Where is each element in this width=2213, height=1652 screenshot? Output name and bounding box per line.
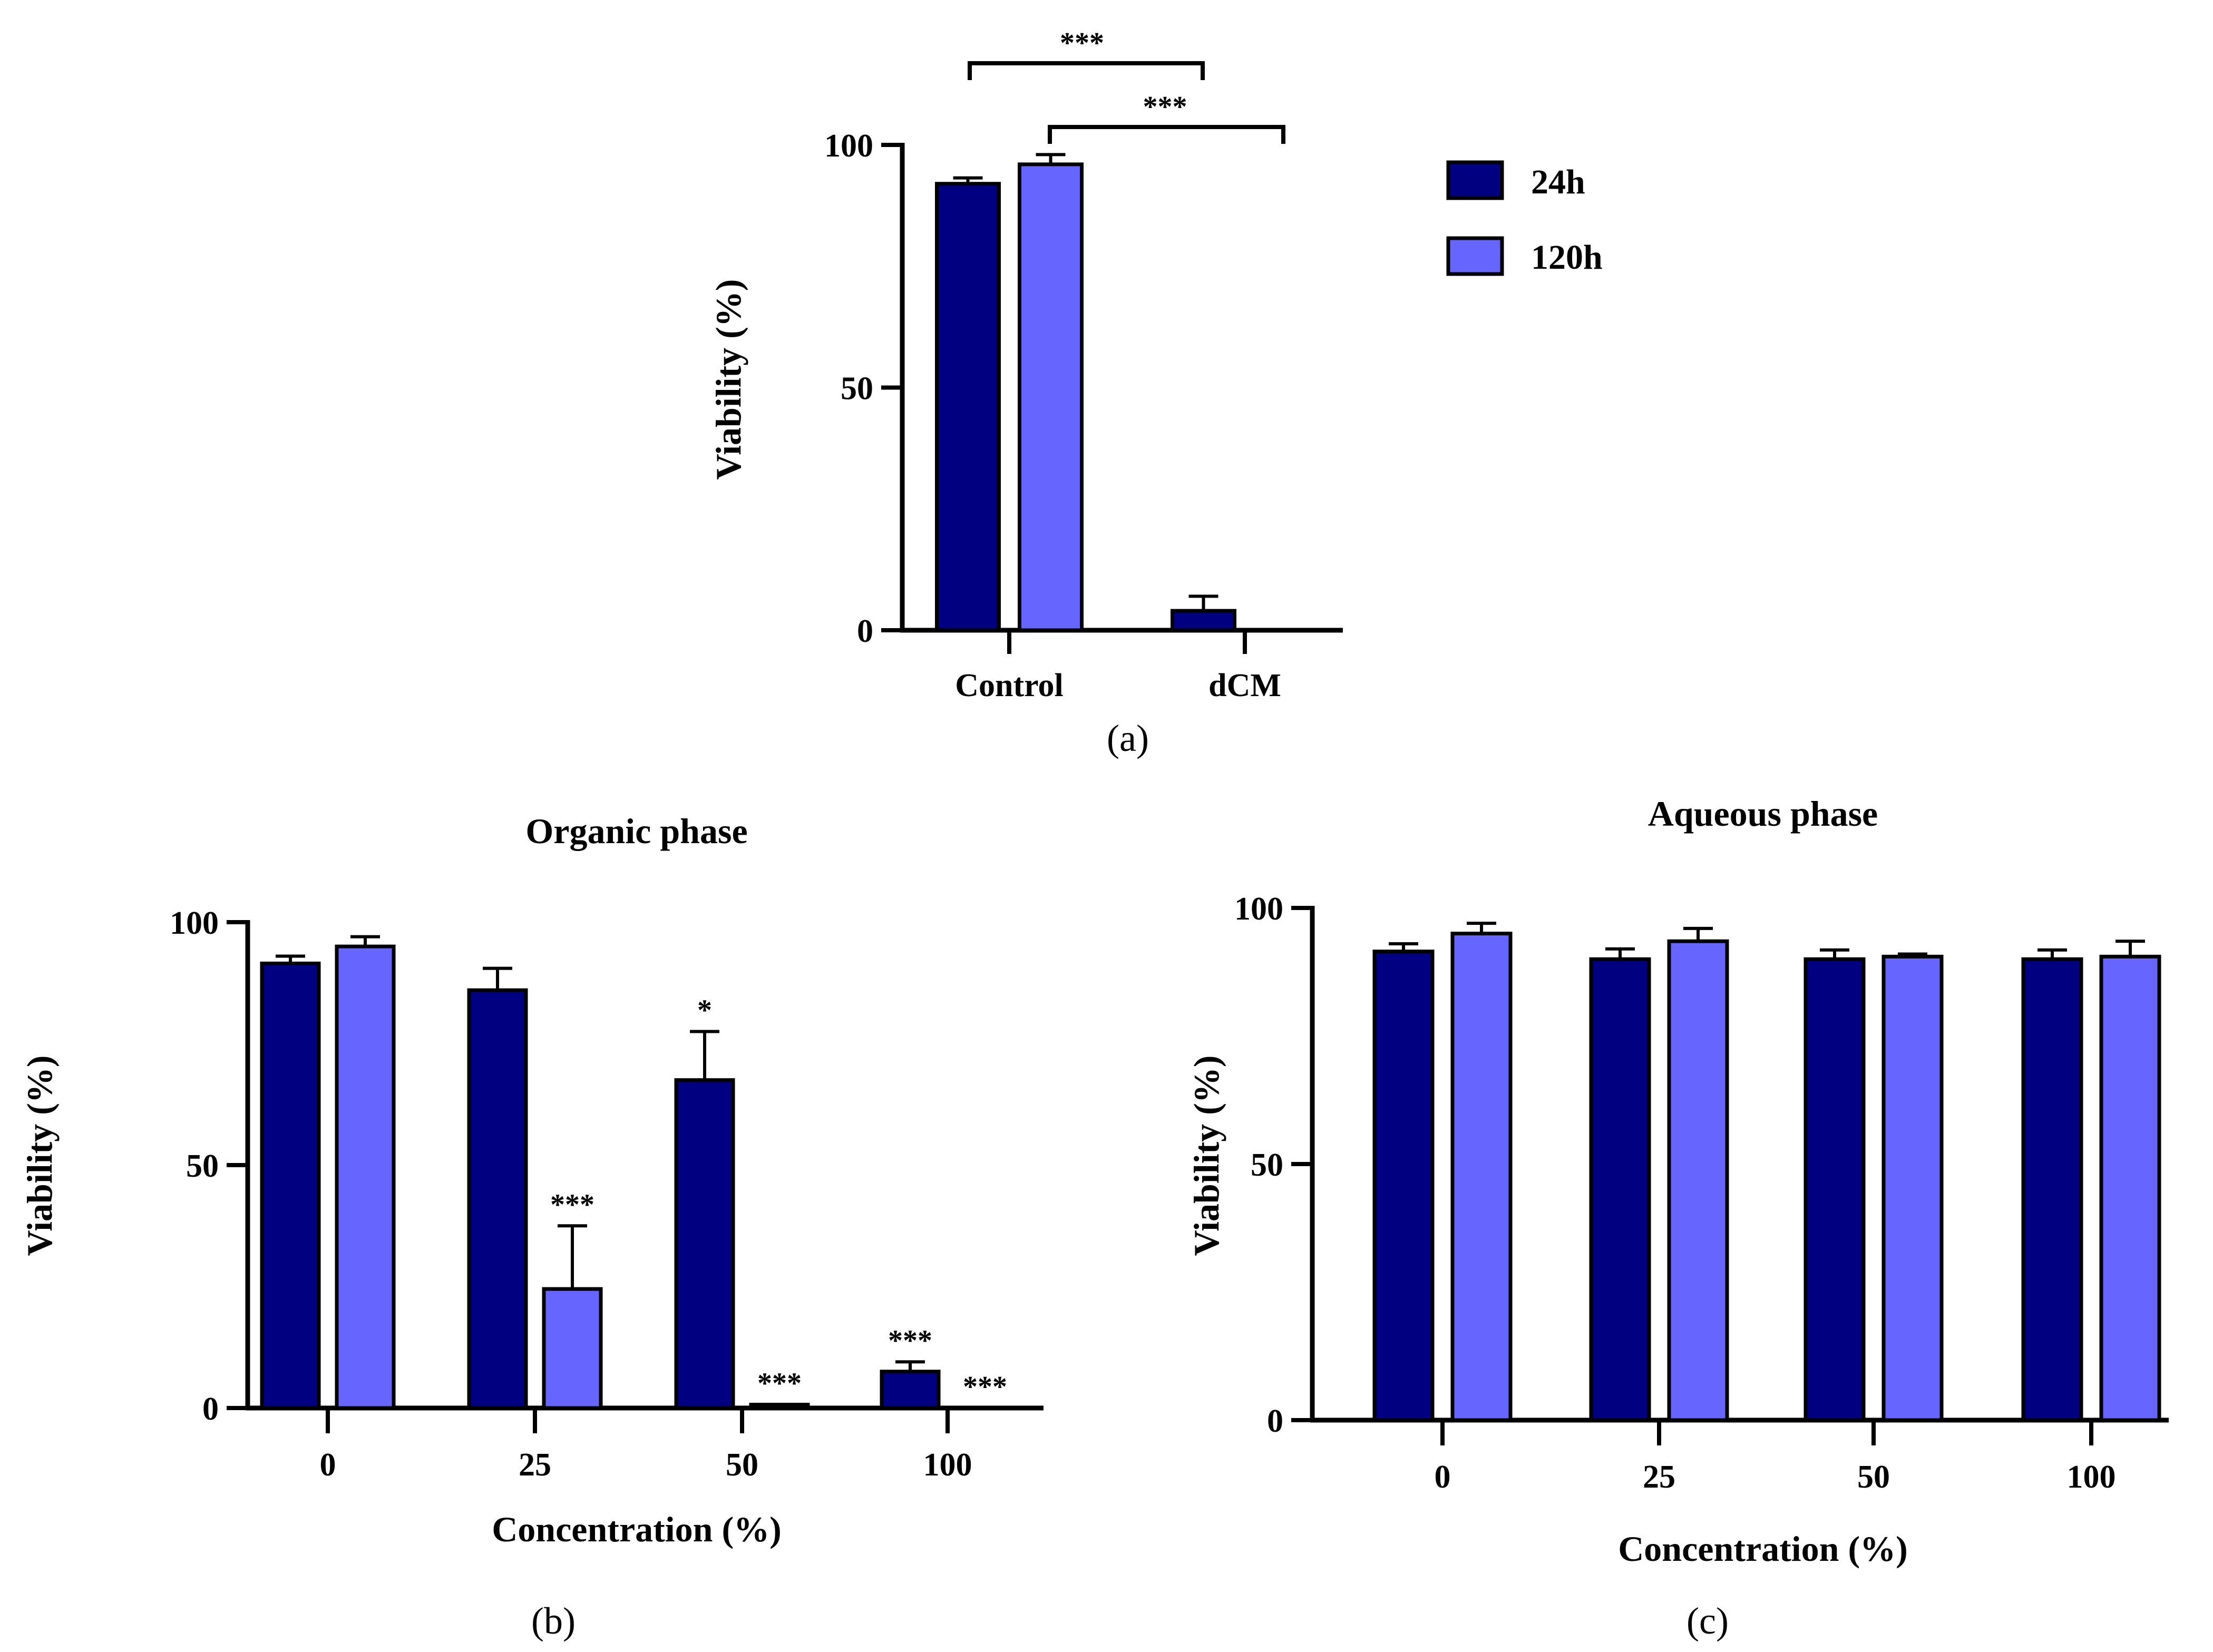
panel-c-category-label-100: 100 bbox=[2067, 1459, 2116, 1495]
panel-b-bar-25-24h bbox=[467, 988, 528, 1410]
panel-a-bracket-label-1: *** bbox=[1060, 27, 1104, 60]
panel-c-bar-50-24h bbox=[1803, 957, 1866, 1422]
panel-c-title: Aqueous phase bbox=[1648, 794, 1878, 834]
panel-a-bar-dcm-24h bbox=[1171, 609, 1236, 632]
panel-c-bar-100-120h bbox=[2099, 954, 2161, 1422]
panel-c-bar-25-24h bbox=[1589, 957, 1651, 1422]
panel-b-bar-0-120h bbox=[335, 944, 396, 1410]
panel-b-bar-50-24h bbox=[674, 1078, 735, 1410]
panel-c-bars bbox=[1310, 906, 2169, 1423]
panel-b-bars bbox=[245, 920, 1044, 1411]
panel-b-bar-50-120h bbox=[749, 1403, 810, 1410]
panel-b-significance-marks: ************* bbox=[550, 994, 1007, 1403]
legend-swatch-120h bbox=[1446, 236, 1504, 276]
panel-a-category-labels: Control dCM bbox=[955, 630, 1281, 703]
panel-c-label: (c) bbox=[1686, 1600, 1729, 1642]
panel-b-bar-25-120h bbox=[542, 1287, 603, 1410]
panel-b-bar-100-24h bbox=[880, 1370, 941, 1410]
panel-a-bracket-label-2: *** bbox=[1143, 91, 1187, 123]
legend-label-120h: 120h bbox=[1531, 238, 1603, 277]
panel-b-sig-100-120h: *** bbox=[963, 1371, 1007, 1403]
legend-label-24h: 24h bbox=[1531, 163, 1585, 201]
panel-b-sig-25-120h: *** bbox=[550, 1188, 594, 1221]
legend: 24h 120h bbox=[1446, 160, 1603, 277]
panel-a-tick-labels: 0 50 100 bbox=[824, 128, 902, 649]
panel-c: Aqueous phase 0 50 100 0 25 50 100 Viability … bbox=[1186, 794, 2169, 1642]
panel-c-y-axis-title: Viability (%) bbox=[1186, 1055, 1226, 1256]
panel-c-tick-labels: 0 50 100 bbox=[1234, 891, 1312, 1439]
panel-b-y-tick-label-100: 100 bbox=[170, 905, 219, 941]
panel-a-significance-brackets: *** *** bbox=[968, 27, 1285, 144]
panel-a-bracket-1 bbox=[968, 61, 1205, 80]
panel-a-y-axis-title: Viability (%) bbox=[708, 279, 748, 480]
panel-b-y-tick-label-0: 0 bbox=[202, 1391, 219, 1427]
panel-b-category-label-100: 100 bbox=[923, 1447, 972, 1483]
panel-b-category-label-50: 50 bbox=[726, 1447, 758, 1483]
panel-a-label: (a) bbox=[1107, 717, 1149, 759]
legend-swatch-24h bbox=[1446, 160, 1504, 200]
panel-b-label: (b) bbox=[531, 1600, 576, 1642]
panel-b-y-tick-label-50: 50 bbox=[186, 1148, 219, 1184]
panel-b-category-label-0: 0 bbox=[320, 1447, 336, 1483]
panel-a-category-label-dcm: dCM bbox=[1208, 668, 1281, 703]
panel-a-y-tick-label-0: 0 bbox=[857, 613, 873, 649]
panel-b-title: Organic phase bbox=[525, 811, 747, 851]
panel-c-bar-0-120h bbox=[1450, 932, 1513, 1422]
panel-c-bar-0-24h bbox=[1372, 950, 1435, 1422]
panel-a-y-tick-label-50: 50 bbox=[841, 371, 873, 407]
panel-b-sig-50-24h: * bbox=[697, 994, 712, 1027]
panel-c-bar-50-120h bbox=[1881, 954, 1944, 1422]
panel-c-x-axis-title: Concentration (%) bbox=[1618, 1529, 1908, 1569]
panel-c-category-label-25: 25 bbox=[1643, 1459, 1675, 1495]
panel-c-bar-25-120h bbox=[1667, 939, 1729, 1422]
panel-c-y-tick-label-50: 50 bbox=[1251, 1147, 1283, 1183]
panel-b-x-axis-title: Concentration (%) bbox=[492, 1509, 782, 1549]
panel-c-bar-100-24h bbox=[2021, 957, 2083, 1422]
panel-c-category-label-0: 0 bbox=[1435, 1459, 1451, 1495]
panel-c-category-labels: 0 25 50 100 bbox=[1435, 1420, 2116, 1495]
panel-a-bar-control-24h bbox=[935, 182, 1001, 632]
panel-a-y-tick-label-100: 100 bbox=[824, 128, 873, 164]
panel-b-sig-100-24h: *** bbox=[888, 1324, 932, 1357]
panel-b-y-axis-title: Viability (%) bbox=[20, 1055, 60, 1256]
panel-a-bars bbox=[900, 143, 1343, 633]
panel-c-y-tick-label-0: 0 bbox=[1267, 1403, 1283, 1439]
panel-a: 0 50 100 Control dCM *** *** Viability (%) (… bbox=[708, 27, 1343, 759]
panel-a-category-label-control: Control bbox=[955, 668, 1064, 703]
panel-b-tick-labels: 0 50 100 bbox=[170, 905, 248, 1427]
panel-b-category-labels: 0 25 50 100 bbox=[320, 1408, 972, 1483]
panel-c-y-tick-label-100: 100 bbox=[1234, 891, 1283, 927]
panel-b-sig-50-120h: *** bbox=[757, 1367, 802, 1400]
panel-c-category-label-50: 50 bbox=[1857, 1459, 1890, 1495]
panel-a-bracket-2 bbox=[1048, 125, 1285, 144]
panel-b-category-label-25: 25 bbox=[519, 1447, 551, 1483]
panel-b-bar-0-24h bbox=[260, 961, 321, 1410]
panel-a-bar-control-120h bbox=[1018, 162, 1084, 632]
